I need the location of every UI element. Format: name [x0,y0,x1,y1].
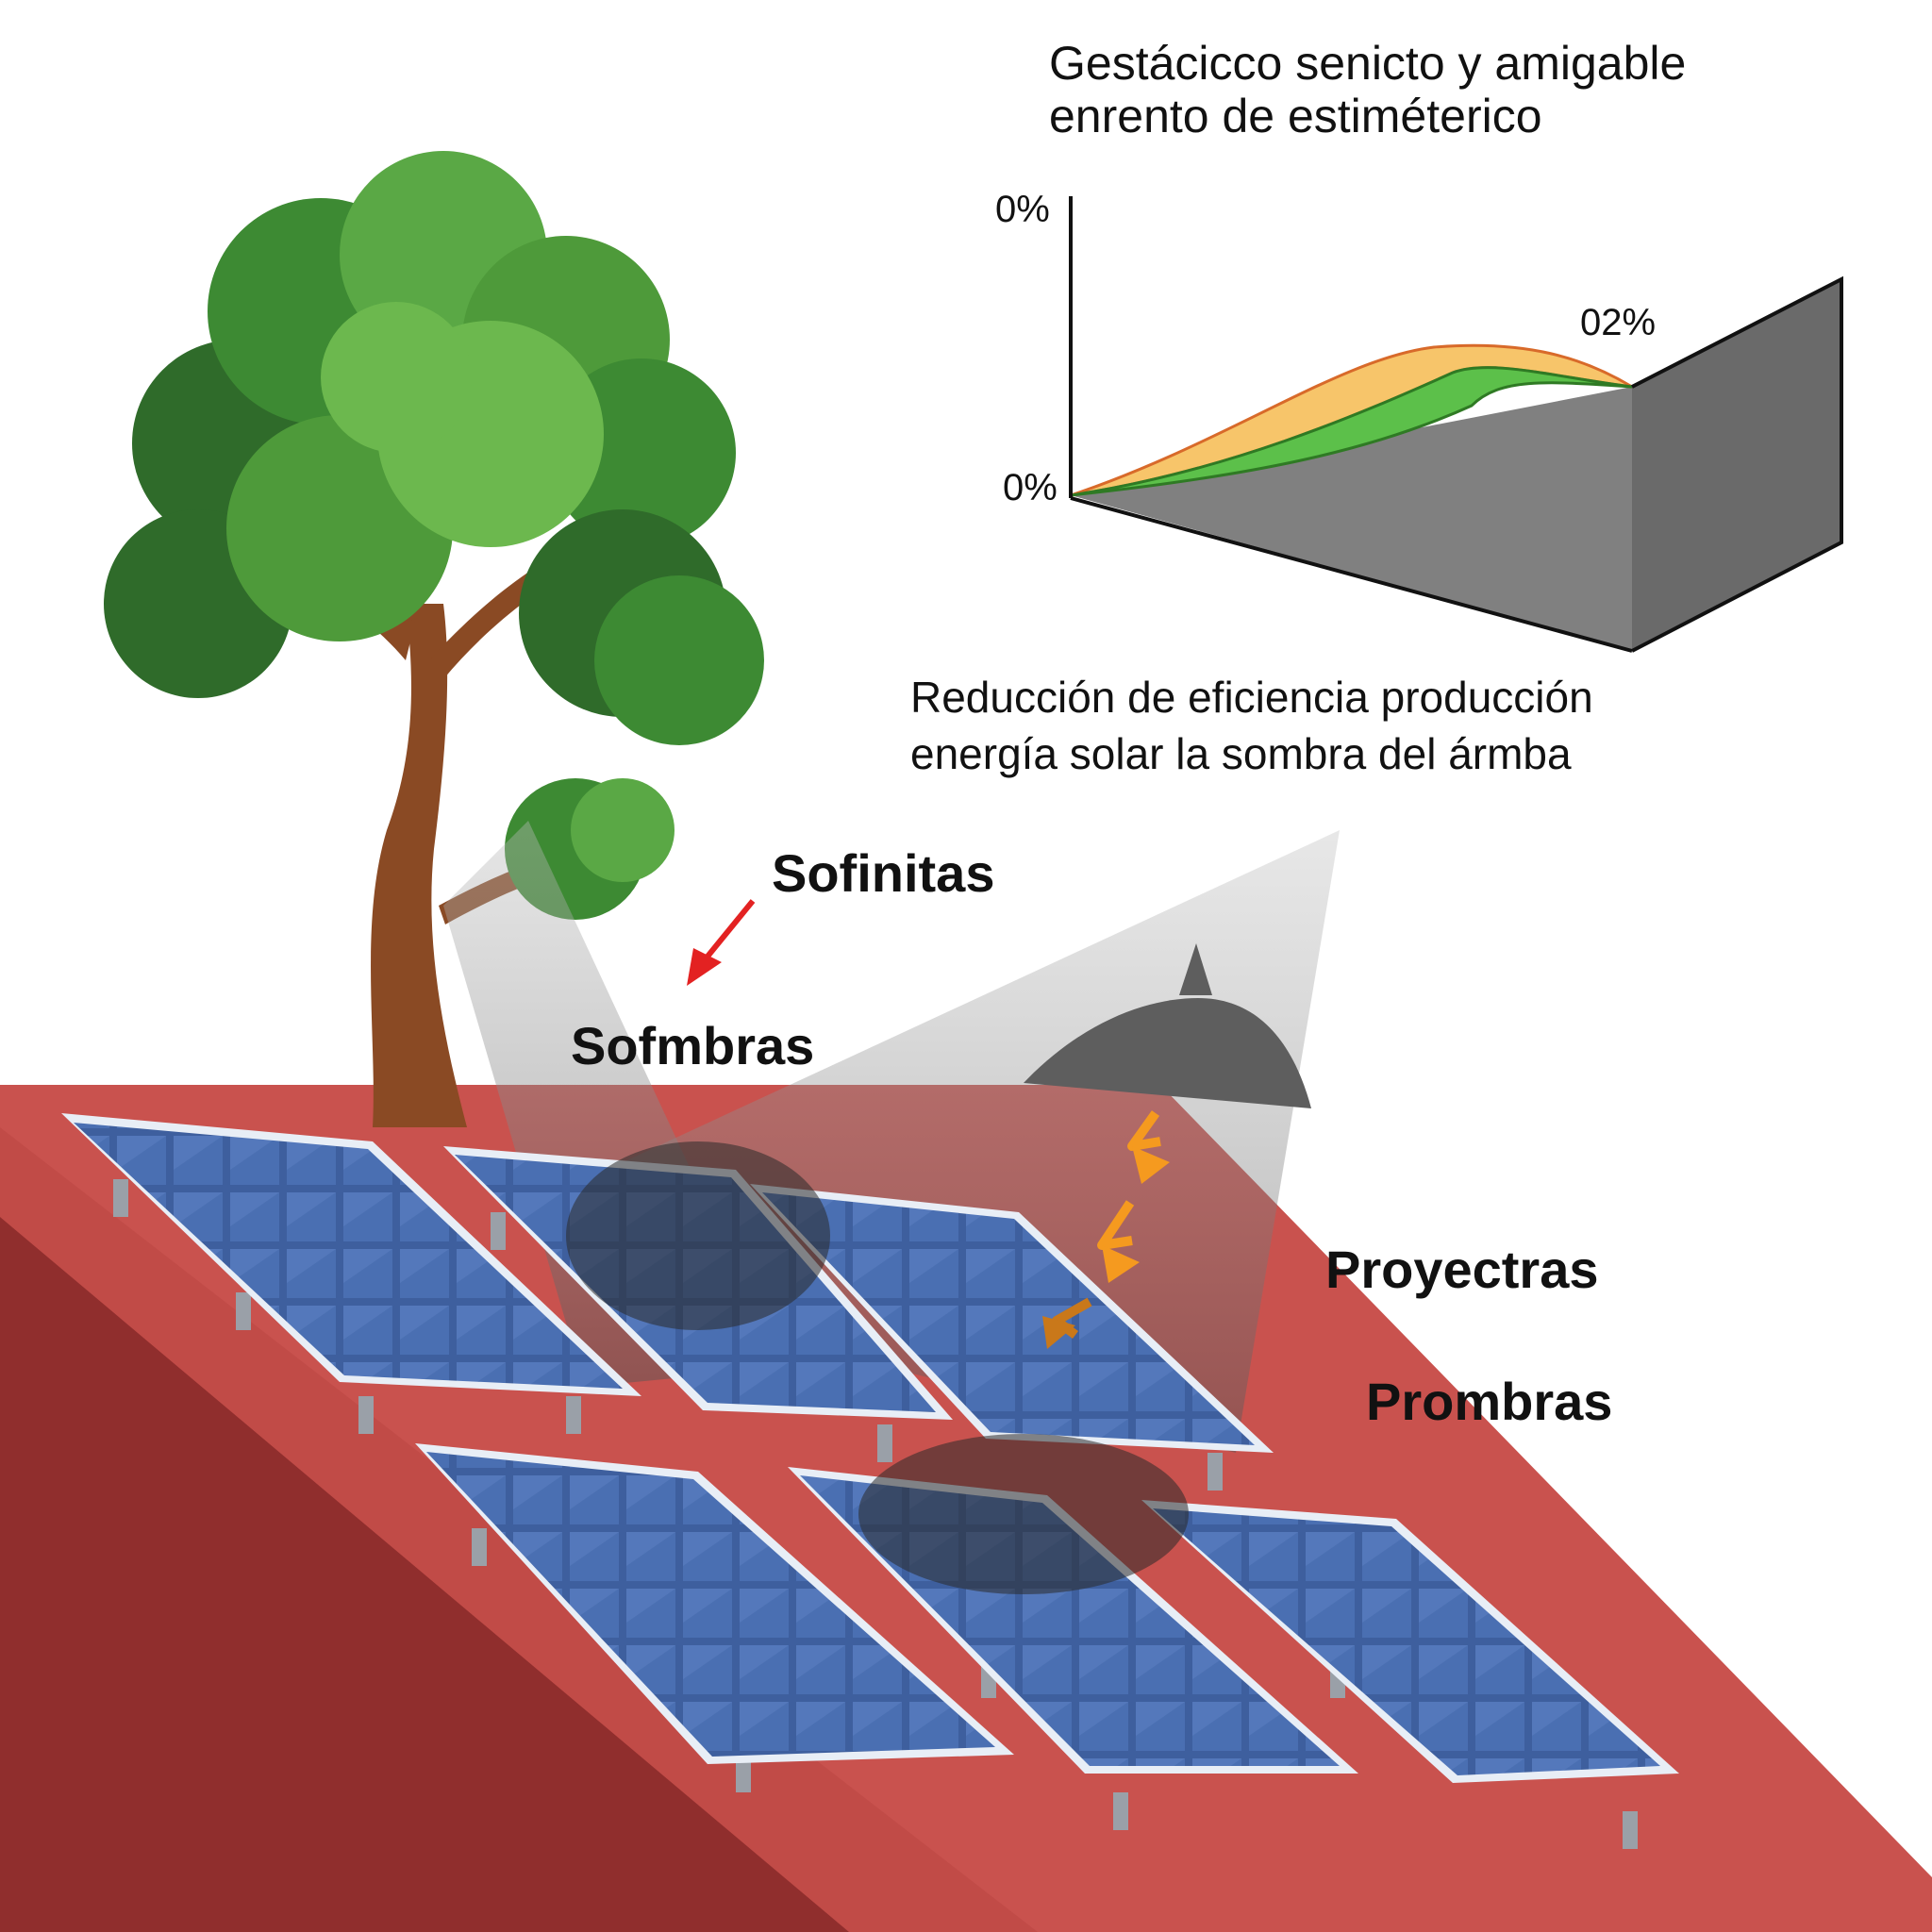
chart-outline [1631,275,1843,653]
solar-panel-3 [750,1184,1274,1491]
orange-arrow-icon-1 [1127,1110,1170,1184]
chart-end-label: 02% [1580,302,1656,343]
chart-y-top-label: 0% [995,189,1050,230]
chart-3d-side [1632,279,1841,651]
efficiency-chart: Gestácicco senicto y amigable enrento de… [910,37,1843,778]
solar-panel-4 [415,1443,1014,1792]
shadow-patch-2 [858,1434,1189,1594]
shade-object-icon [1024,943,1311,1108]
chart-title-line2: enrento de estiméterico [1049,90,1542,142]
orange-arrow-icon-3 [1042,1297,1092,1349]
label-proyectras: Proyectras [1325,1240,1599,1299]
label-prombras: Prombras [1366,1372,1612,1431]
chart-caption-line1: Reducción de eficiencia producción [910,673,1593,722]
chart-caption-line2: energía solar la sombra del ármba [910,729,1572,778]
red-arrow-icon [687,899,756,986]
chart-y-bottom-label: 0% [1003,467,1058,508]
tree-illustration [104,151,764,1127]
shadow-patch-1 [566,1141,830,1330]
solar-panel-1 [61,1113,641,1434]
label-sofinitas: Sofinitas [772,843,994,903]
chart-base-edge [1070,496,1633,653]
chart-title-line1: Gestácicco senicto y amigable [1049,37,1686,90]
solar-panel-6 [1141,1500,1679,1849]
orange-arrow-icon-2 [1097,1200,1140,1283]
label-sofmbras: Sofmbras [571,1016,814,1075]
green-curve-area [1070,366,1633,497]
